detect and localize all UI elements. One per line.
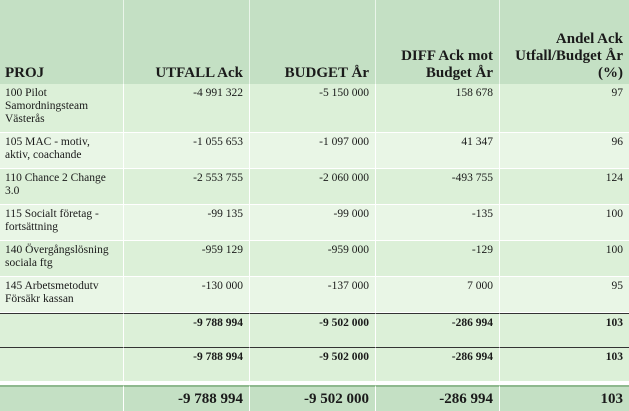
cell-proj: 145 Arbetsmetodutv Försäkr kassan: [0, 277, 124, 313]
cell-utfall: -2 553 755: [124, 169, 250, 205]
cell-budget: -99 000: [250, 205, 376, 241]
subtotal-label: [0, 313, 124, 347]
subtotal-diff: -286 994: [376, 313, 500, 347]
table-row: 100 Pilot Samordningsteam Västerås -4 99…: [0, 84, 629, 133]
table-body: 100 Pilot Samordningsteam Västerås -4 99…: [0, 84, 629, 411]
grand-total-utfall: -9 788 994: [124, 385, 250, 411]
subtotal-utfall: -9 788 994: [124, 347, 250, 381]
cell-andel: 124: [500, 169, 629, 205]
subtotal-diff: -286 994: [376, 347, 500, 381]
divider-cell: [0, 381, 629, 385]
cell-utfall: -959 129: [124, 241, 250, 277]
cell-budget: -1 097 000: [250, 133, 376, 169]
cell-andel: 100: [500, 241, 629, 277]
cell-proj: 100 Pilot Samordningsteam Västerås: [0, 84, 124, 133]
cell-proj: 110 Chance 2 Change 3.0: [0, 169, 124, 205]
cell-utfall: -99 135: [124, 205, 250, 241]
grand-total-row: -9 788 994 -9 502 000 -286 994 103: [0, 385, 629, 411]
table-row: 145 Arbetsmetodutv Försäkr kassan -130 0…: [0, 277, 629, 313]
cell-budget: -5 150 000: [250, 84, 376, 133]
header-andel: Andel Ack Utfall/Budget År (%): [500, 0, 629, 84]
cell-diff: 41 347: [376, 133, 500, 169]
cell-andel: 97: [500, 84, 629, 133]
subtotal-row: -9 788 994 -9 502 000 -286 994 103: [0, 313, 629, 347]
cell-diff: -493 755: [376, 169, 500, 205]
cell-proj: 140 Övergångslösning sociala ftg: [0, 241, 124, 277]
cell-utfall: -1 055 653: [124, 133, 250, 169]
cell-budget: -959 000: [250, 241, 376, 277]
cell-diff: 7 000: [376, 277, 500, 313]
table-row: 115 Socialt företag - fortsättning -99 1…: [0, 205, 629, 241]
cell-diff: -135: [376, 205, 500, 241]
header-proj: PROJ: [0, 0, 124, 84]
header-row: PROJ UTFALL Ack BUDGET År DIFF Ack mot B…: [0, 0, 629, 84]
grand-total-label: [0, 385, 124, 411]
header-budget: BUDGET År: [250, 0, 376, 84]
cell-andel: 96: [500, 133, 629, 169]
subtotal-budget: -9 502 000: [250, 347, 376, 381]
cell-diff: 158 678: [376, 84, 500, 133]
cell-diff: -129: [376, 241, 500, 277]
cell-proj: 115 Socialt företag - fortsättning: [0, 205, 124, 241]
subtotal-label: [0, 347, 124, 381]
cell-budget: -137 000: [250, 277, 376, 313]
subtotal-andel: 103: [500, 347, 629, 381]
table-row: 140 Övergångslösning sociala ftg -959 12…: [0, 241, 629, 277]
cell-andel: 100: [500, 205, 629, 241]
table-row: 110 Chance 2 Change 3.0 -2 553 755 -2 06…: [0, 169, 629, 205]
cell-budget: -2 060 000: [250, 169, 376, 205]
subtotal-andel: 103: [500, 313, 629, 347]
grand-total-andel: 103: [500, 385, 629, 411]
subtotal-budget: -9 502 000: [250, 313, 376, 347]
cell-andel: 95: [500, 277, 629, 313]
table-row: 105 MAC - motiv, aktiv, coachande -1 055…: [0, 133, 629, 169]
header-utfall: UTFALL Ack: [124, 0, 250, 84]
subtotal-utfall: -9 788 994: [124, 313, 250, 347]
row-divider: [0, 381, 629, 385]
grand-total-diff: -286 994: [376, 385, 500, 411]
subtotal-row: -9 788 994 -9 502 000 -286 994 103: [0, 347, 629, 381]
cell-proj: 105 MAC - motiv, aktiv, coachande: [0, 133, 124, 169]
cell-utfall: -130 000: [124, 277, 250, 313]
header-diff: DIFF Ack mot Budget År: [376, 0, 500, 84]
table-header: PROJ UTFALL Ack BUDGET År DIFF Ack mot B…: [0, 0, 629, 84]
cell-utfall: -4 991 322: [124, 84, 250, 133]
grand-total-budget: -9 502 000: [250, 385, 376, 411]
